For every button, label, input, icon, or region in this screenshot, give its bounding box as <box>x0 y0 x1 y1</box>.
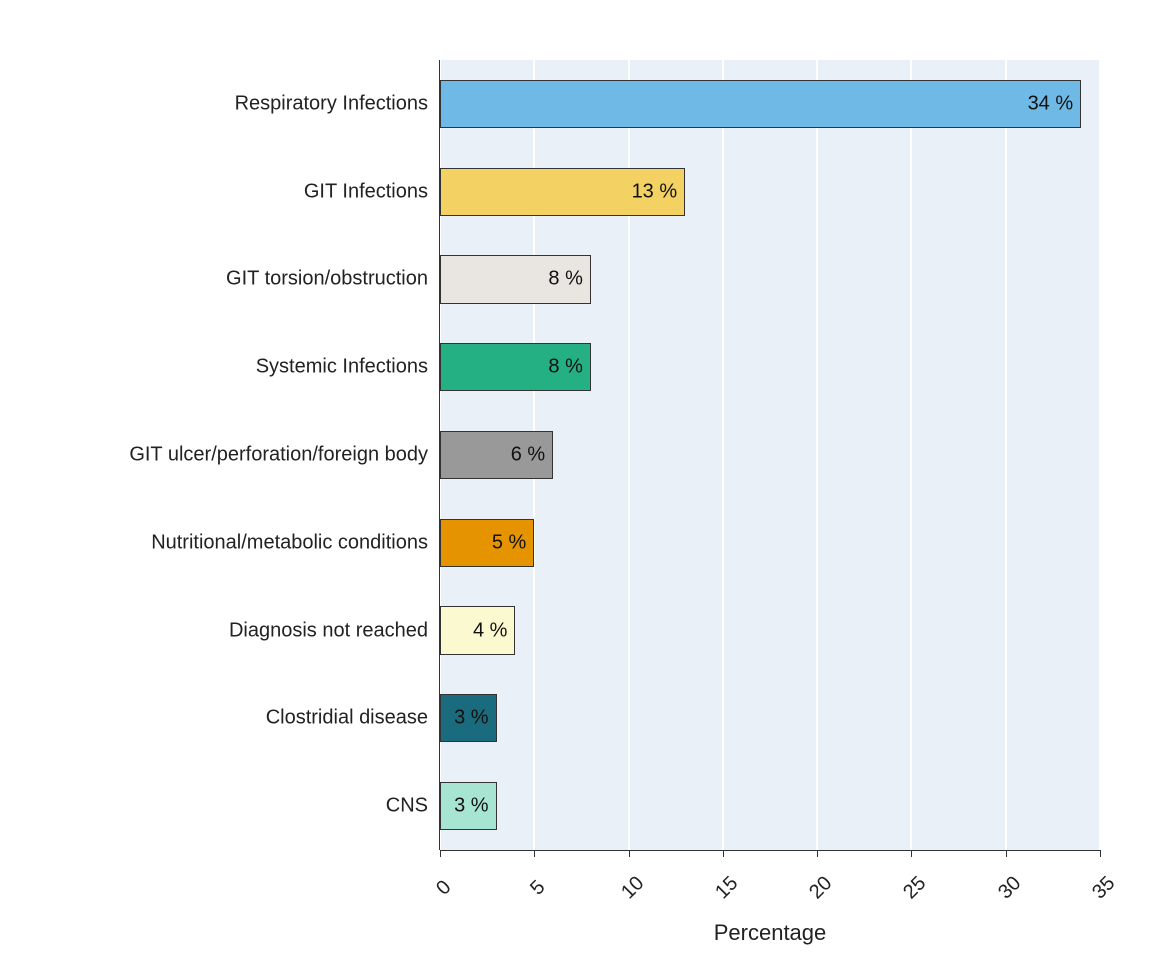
grid-line <box>816 60 818 850</box>
grid-line <box>1099 60 1101 850</box>
bar <box>440 80 1081 128</box>
bar-value-label: 4 % <box>473 619 507 642</box>
x-tick-mark <box>1006 850 1007 857</box>
bar-value-label: 8 % <box>548 268 582 291</box>
x-tick-label: 10 <box>617 872 649 904</box>
category-label: GIT Infections <box>304 180 428 203</box>
category-label: Clostridial disease <box>266 707 428 730</box>
x-tick-label: 35 <box>1088 872 1120 904</box>
bar-value-label: 13 % <box>632 180 678 203</box>
x-tick-mark <box>1100 850 1101 857</box>
bar-chart: 34 % Respiratory Infections 13 % GIT Infect… <box>0 0 1152 960</box>
x-tick-label: 25 <box>900 872 932 904</box>
bar-value-label: 3 % <box>454 795 488 818</box>
x-tick-mark <box>534 850 535 857</box>
category-label: Systemic Infections <box>256 356 428 379</box>
x-tick-mark <box>723 850 724 857</box>
y-axis-line <box>439 60 440 850</box>
grid-line <box>722 60 724 850</box>
bar-value-label: 3 % <box>454 707 488 730</box>
x-tick-label: 5 <box>526 876 550 900</box>
x-tick-label: 30 <box>994 872 1026 904</box>
x-axis-line <box>440 850 1100 851</box>
x-tick-mark <box>440 850 441 857</box>
category-label: GIT torsion/obstruction <box>226 268 428 291</box>
bar-value-label: 6 % <box>511 444 545 467</box>
grid-line <box>910 60 912 850</box>
category-label: Diagnosis not reached <box>229 619 428 642</box>
category-label: Nutritional/metabolic conditions <box>151 531 428 554</box>
bar-value-label: 34 % <box>1028 92 1074 115</box>
x-tick-label: 20 <box>805 872 837 904</box>
x-tick-label: 0 <box>432 876 456 900</box>
grid-line <box>1005 60 1007 850</box>
bar-value-label: 8 % <box>548 356 582 379</box>
bar-value-label: 5 % <box>492 531 526 554</box>
x-axis-title: Percentage <box>440 920 1100 946</box>
category-label: GIT ulcer/perforation/foreign body <box>129 444 428 467</box>
category-label: CNS <box>386 795 428 818</box>
x-tick-mark <box>629 850 630 857</box>
x-tick-mark <box>911 850 912 857</box>
category-label: Respiratory Infections <box>235 92 428 115</box>
x-tick-mark <box>817 850 818 857</box>
x-tick-label: 15 <box>711 872 743 904</box>
